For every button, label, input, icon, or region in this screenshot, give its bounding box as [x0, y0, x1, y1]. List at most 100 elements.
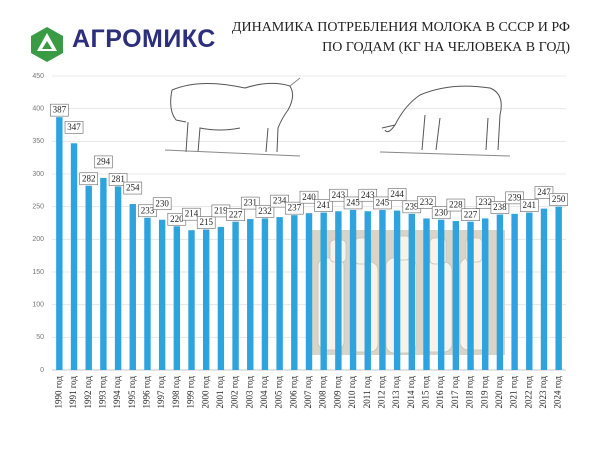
value-label-box: [373, 196, 392, 210]
value-label-box: [152, 197, 172, 211]
logo-icon: [31, 27, 63, 62]
x-tick-label: 2019 год: [479, 376, 489, 409]
value-label: 238: [493, 202, 507, 212]
value-label-box: [94, 155, 113, 169]
y-tick-label: 300: [32, 171, 44, 178]
value-label-box: [446, 198, 466, 212]
value-label: 232: [420, 197, 434, 207]
y-tick-label: 50: [36, 334, 44, 341]
value-label-box: [329, 188, 348, 202]
bar: [100, 177, 107, 370]
x-tick-label: 2000 год: [200, 376, 210, 409]
x-tick-label: 1992 год: [83, 376, 93, 409]
value-label: 220: [170, 214, 184, 224]
value-label-box: [549, 193, 568, 206]
y-tick-label: 400: [32, 106, 44, 113]
value-label-box: [285, 201, 304, 215]
value-label-box: [519, 199, 539, 212]
value-label: 294: [97, 156, 111, 166]
value-label-box: [387, 188, 407, 201]
x-tick-label: 1996 год: [142, 376, 152, 409]
bar: [188, 230, 195, 370]
value-label: 254: [126, 183, 140, 193]
value-label: 232: [478, 197, 492, 207]
value-label: 230: [434, 207, 448, 217]
value-label: 243: [332, 190, 346, 200]
x-tick-label: 1997 год: [156, 376, 166, 409]
x-tick-label: 1999 год: [186, 376, 196, 409]
value-label-box: [182, 207, 201, 221]
value-label: 239: [405, 201, 419, 211]
x-tick-label: 2012 год: [376, 376, 386, 409]
value-label-box: [490, 201, 510, 214]
bar: [496, 214, 504, 370]
x-tick-label: 2013 год: [391, 376, 401, 409]
bar: [511, 213, 518, 370]
value-label-box: [240, 196, 260, 210]
x-tick-label: 2016 год: [435, 376, 445, 409]
bar: [540, 208, 548, 370]
bar: [393, 210, 401, 370]
bar: [364, 211, 371, 370]
bar: [320, 212, 327, 370]
value-label: 245: [346, 197, 360, 207]
x-tick-label: 2017 год: [450, 376, 460, 409]
value-label-box: [417, 196, 436, 209]
y-tick-label: 200: [32, 236, 44, 243]
value-label: 282: [82, 173, 96, 183]
y-tick-label: 350: [32, 138, 44, 145]
bar: [526, 212, 533, 370]
value-label-box: [138, 204, 157, 218]
value-label: 231: [244, 198, 258, 208]
cow-sketch: [164, 77, 511, 157]
x-tick-label: 1991 год: [68, 376, 78, 409]
value-label: 240: [302, 192, 316, 202]
value-label-box: [79, 172, 99, 186]
value-label-box: [314, 199, 333, 212]
bar: [482, 218, 489, 370]
chart-title: ДИНАМИКА ПОТРЕБЛЕНИЯ МОЛОКА В СССР И РФ …: [231, 20, 570, 55]
x-tick-label: 2003 год: [244, 376, 254, 409]
bar: [452, 221, 460, 370]
x-tick-label: 2002 год: [230, 376, 240, 409]
value-label-box: [505, 191, 524, 205]
value-label-box: [108, 173, 128, 186]
x-tick-label: 2011 год: [362, 376, 372, 409]
value-label-box: [270, 194, 289, 208]
bar: [437, 219, 445, 370]
bar: [379, 209, 386, 370]
x-tick-label: 1993 год: [97, 376, 107, 409]
x-tick-label: 2007 год: [303, 376, 313, 409]
value-label: 214: [185, 209, 199, 219]
value-label: 241: [523, 200, 537, 210]
x-tick-label: 2024 год: [553, 376, 563, 409]
x-tick-label: 2023 год: [538, 376, 548, 409]
x-tick-label: 1994 год: [112, 376, 122, 409]
x-tick-label: 2018 год: [465, 376, 475, 409]
value-label-box: [299, 190, 319, 204]
y-tick-label: 250: [32, 204, 44, 211]
bar: [232, 221, 239, 370]
value-label: 241: [317, 200, 331, 210]
x-tick-label: 2006 год: [288, 376, 298, 409]
bar: [291, 215, 298, 370]
bar: [173, 226, 181, 370]
value-label-box: [196, 216, 216, 229]
bar: [555, 206, 562, 370]
bar: [144, 217, 151, 370]
bar: [305, 213, 313, 370]
bar: [276, 217, 283, 370]
value-label: 387: [53, 105, 67, 115]
value-label: 244: [390, 189, 404, 199]
value-label: 227: [229, 209, 243, 219]
value-label: 347: [67, 122, 81, 132]
bar: [56, 117, 63, 370]
x-tick-label: 2022 год: [523, 376, 533, 409]
value-label: 247: [537, 187, 551, 197]
value-label: 230: [155, 198, 169, 208]
bar: [114, 186, 122, 370]
value-label: 215: [199, 217, 213, 227]
value-label-box: [461, 208, 480, 221]
